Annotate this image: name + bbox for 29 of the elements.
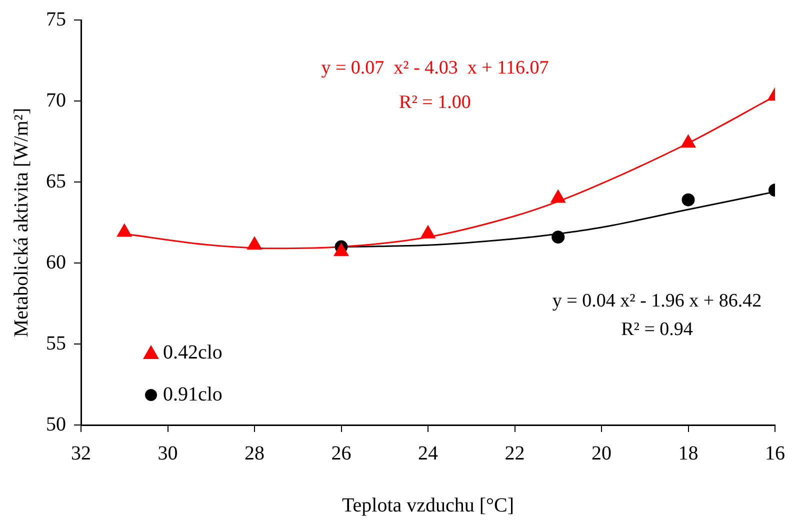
annotation: R² = 1.00 (399, 92, 471, 114)
y-tick-label: 60 (46, 251, 66, 274)
x-tick-label: 20 (592, 442, 612, 464)
x-tick-label: 18 (678, 442, 698, 464)
legend-label: 0.42clo (163, 341, 222, 364)
x-tick-label: 22 (504, 442, 525, 464)
annotation: y = 0.04 x² - 1.96 x + 86.42 (552, 290, 762, 312)
y-tick-label: 55 (46, 332, 66, 354)
x-tick-label: 28 (244, 442, 264, 464)
x-tick-label: 16 (765, 442, 785, 464)
y-tick-label: 65 (46, 170, 66, 192)
y-tick-label: 70 (46, 89, 66, 112)
x-tick-label: 24 (418, 442, 438, 464)
y-axis-title: Metabolická aktivita [W/m²] (10, 108, 32, 338)
point (680, 134, 696, 148)
x-tick-label: 32 (71, 442, 91, 464)
x-axis-title: Teplota vzduchu [°C] (342, 494, 514, 516)
point (334, 243, 349, 256)
x-tick-label: 30 (158, 442, 178, 464)
point (247, 236, 262, 250)
point (420, 225, 436, 238)
annotation: y = 0.07 x² - 4.03 x + 116.07 (321, 58, 549, 79)
y-tick-label: 75 (46, 8, 66, 30)
legend-label: 0.91clo (163, 383, 222, 406)
point (116, 224, 132, 237)
point (550, 190, 566, 203)
y-tick-label: 50 (46, 413, 66, 436)
annotation: R² = 0.94 (621, 318, 694, 340)
x-tick-label: 26 (331, 442, 352, 464)
